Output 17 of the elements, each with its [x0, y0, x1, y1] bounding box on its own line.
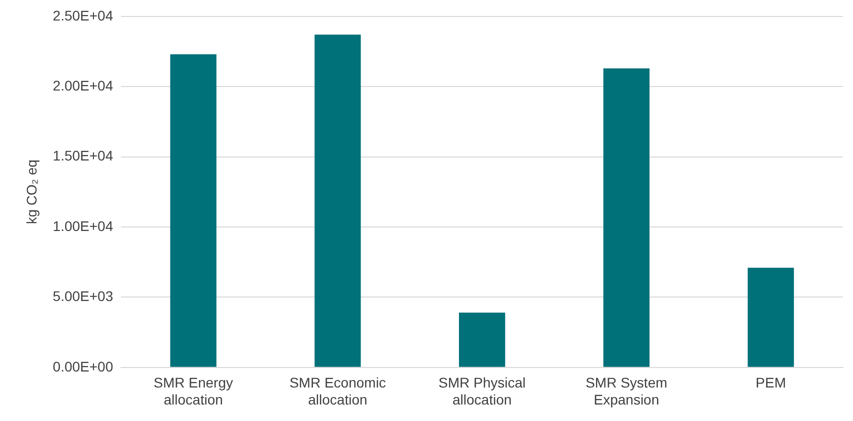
x-tick-label: SMR System Expansion	[586, 374, 668, 408]
x-tick-label: SMR Physical allocation	[438, 374, 526, 408]
y-axis-title: kg CO₂ eq	[23, 160, 40, 224]
bar	[748, 268, 794, 367]
y-tick-label: 5.00E+03	[52, 288, 114, 304]
bar	[603, 68, 650, 367]
x-tick-label: SMR Economic allocation	[289, 374, 386, 408]
y-tick-label: 1.00E+04	[52, 218, 114, 234]
bar	[314, 34, 361, 367]
bar	[170, 54, 216, 367]
x-tick-label: PEM	[756, 374, 786, 391]
y-tick-label: 0.00E+00	[52, 358, 114, 374]
bar	[458, 312, 506, 367]
y-tick-label: 1.50E+04	[52, 148, 114, 164]
x-tick-label: SMR Energy allocation	[154, 374, 233, 408]
y-tick-label: 2.50E+04	[52, 7, 114, 24]
y-tick-label: 2.00E+04	[52, 77, 114, 94]
